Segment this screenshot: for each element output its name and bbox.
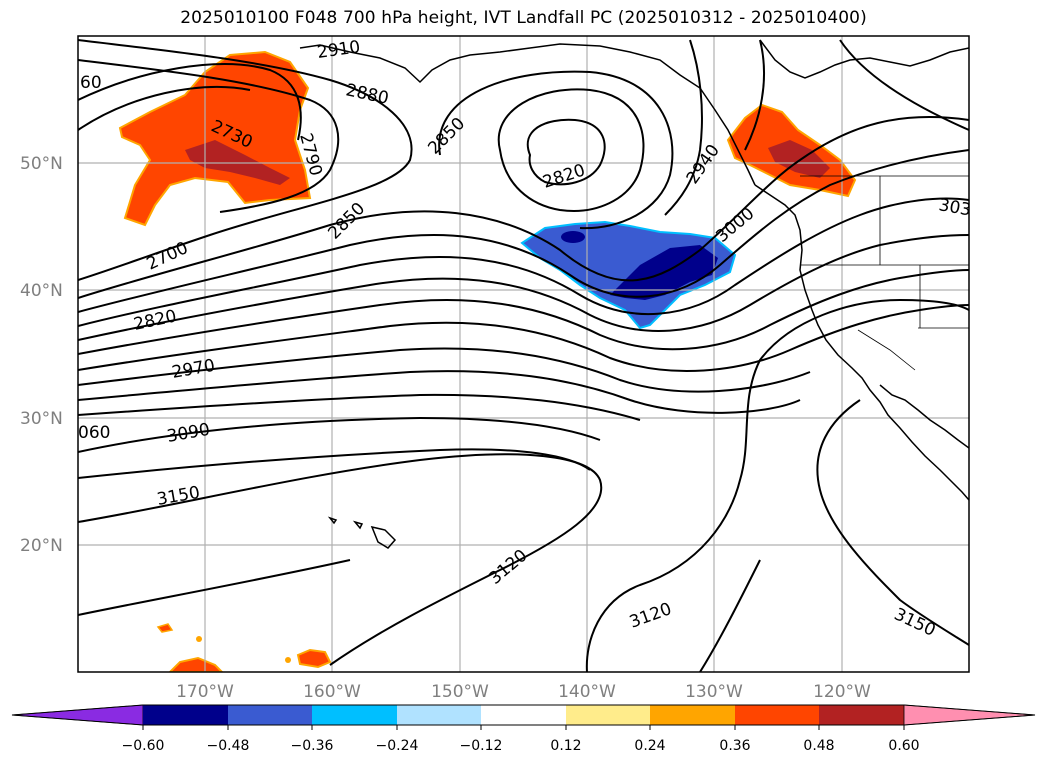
colorbar-tick-label: −0.24	[376, 738, 419, 754]
colorbar-segment-5	[481, 705, 566, 725]
lon-label-170w: 170°W	[176, 682, 234, 702]
lon-label-120w: 120°W	[813, 682, 871, 702]
map-content: 2910 2880 60 2730 2790 2850 2820 2850 29…	[78, 36, 969, 672]
colorbar-tick-label: 0.36	[719, 738, 750, 754]
ivt-small-patches	[156, 623, 332, 672]
colorbar-segment-6	[566, 705, 650, 725]
contour-label-60: 60	[80, 73, 102, 93]
colorbar-tick-label: 0.48	[803, 738, 834, 754]
longitude-labels: 170°W 160°W 150°W 140°W 130°W 120°W	[176, 682, 871, 702]
colorbar-segment-9	[819, 705, 904, 725]
lat-label-20n: 20°N	[20, 536, 63, 556]
lon-label-160w: 160°W	[303, 682, 361, 702]
colorbar-tick-label: −0.36	[291, 738, 334, 754]
colorbar-tick-label: −0.48	[207, 738, 250, 754]
coastlines	[299, 39, 969, 549]
ivt-positive-anomaly-coast	[726, 103, 857, 198]
lon-label-130w: 130°W	[685, 682, 743, 702]
lon-label-140w: 140°W	[558, 682, 616, 702]
graticule	[78, 36, 969, 672]
colorbar-extend-max	[903, 704, 1036, 726]
colorbar-tick-label: −0.60	[122, 738, 165, 754]
colorbar-segment-3	[312, 705, 397, 725]
colorbar-tick-label: 0.60	[888, 738, 919, 754]
colorbar-segment-7	[650, 705, 735, 725]
lat-label-50n: 50°N	[20, 154, 63, 174]
colorbar-segment-2	[228, 705, 312, 725]
colorbar-segment-8	[735, 705, 819, 725]
colorbar-tick-label: 0.24	[634, 738, 665, 754]
colorbar-segment-4	[397, 705, 481, 725]
colorbar-extend-min	[11, 704, 144, 726]
latitude-labels: 50°N 40°N 30°N 20°N	[20, 154, 63, 556]
colorbar-tick-label: 0.12	[550, 738, 581, 754]
lon-label-150w: 150°W	[431, 682, 489, 702]
colorbar-segment-1	[143, 705, 228, 725]
borders	[800, 175, 969, 371]
map-frame	[77, 35, 970, 673]
lat-label-40n: 40°N	[20, 281, 63, 301]
colorbar-tick-label: −0.12	[460, 738, 503, 754]
lat-label-30n: 30°N	[20, 409, 63, 429]
colorbar: −0.60 −0.48 −0.36 −0.24 −0.12 0.12 0.24 …	[11, 704, 1036, 754]
map-title: 2025010100 F048 700 hPa height, IVT Land…	[180, 8, 867, 28]
height-contours	[78, 39, 969, 672]
colorbar-ticks	[142, 725, 905, 730]
contour-label-060: 060	[78, 423, 110, 443]
